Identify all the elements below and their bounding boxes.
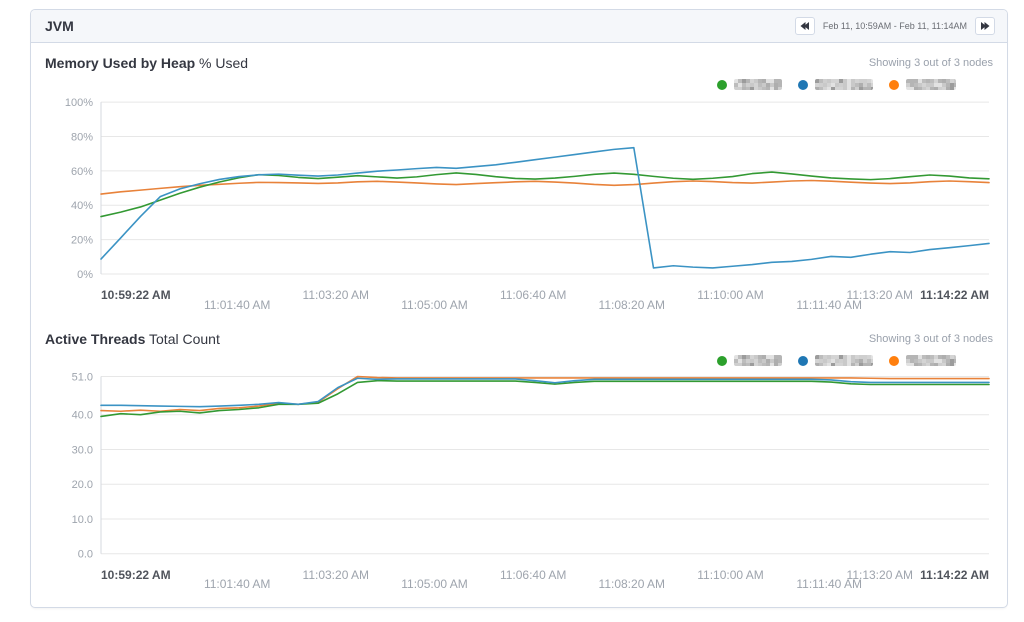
svg-text:20.0: 20.0	[72, 480, 93, 492]
svg-text:30.0: 30.0	[72, 445, 93, 457]
svg-text:51.0: 51.0	[72, 372, 93, 384]
svg-text:40.0: 40.0	[72, 410, 93, 422]
svg-text:60%: 60%	[71, 166, 93, 178]
svg-text:40%: 40%	[71, 200, 93, 212]
svg-text:10.0: 10.0	[72, 514, 93, 526]
svg-text:100%: 100%	[65, 97, 93, 109]
svg-text:80%: 80%	[71, 131, 93, 143]
svg-text:20%: 20%	[71, 235, 93, 247]
